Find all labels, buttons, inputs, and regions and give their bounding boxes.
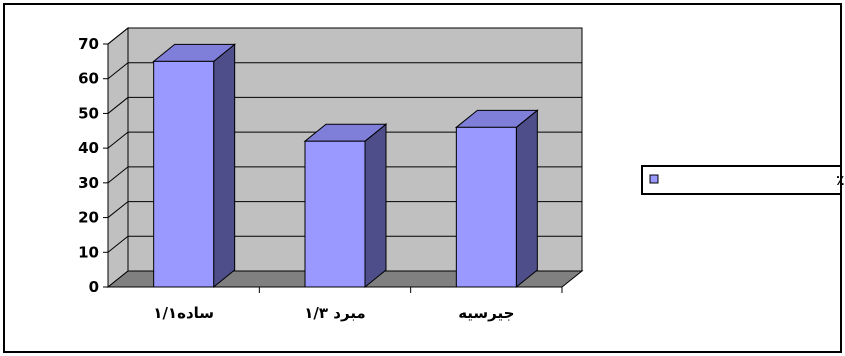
x-tick-label: جيرسيه <box>458 304 514 322</box>
gridline <box>107 27 582 45</box>
y-tick-label: 0 <box>89 278 99 296</box>
legend-label: الوزن (جم)قطن ۱۰۰٪ <box>836 173 845 189</box>
y-tick-label: 20 <box>78 209 99 227</box>
gridline <box>107 131 582 149</box>
gridline <box>107 235 582 253</box>
y-tick-label: 60 <box>78 70 99 88</box>
bar <box>152 43 237 289</box>
bar <box>303 123 388 289</box>
y-tick-label: 30 <box>78 174 99 192</box>
gridline <box>107 166 582 184</box>
gridline <box>107 62 582 80</box>
gridline <box>107 201 582 218</box>
gridline <box>107 96 582 114</box>
bar-side <box>515 109 538 289</box>
x-tick-label: ساده۱/۱ <box>153 304 214 322</box>
y-tick-label: 70 <box>78 35 99 53</box>
side-wall <box>107 26 129 289</box>
bar-front <box>153 60 215 288</box>
legend-box <box>641 165 842 195</box>
legend: الوزن (جم)قطن ۱۰۰٪ <box>641 165 845 195</box>
y-tick-label: 50 <box>78 104 99 122</box>
y-tick-label: 10 <box>78 243 99 261</box>
legend-swatch <box>649 174 659 184</box>
bar <box>454 109 539 289</box>
bar-front <box>455 126 517 288</box>
plot-area: 0 10 20 30 40 50 60 70 ساده۱/۱ مبرد ۱/۳ جيرسيه <box>78 26 584 322</box>
bar-side <box>364 123 387 289</box>
y-tick-label: 40 <box>78 139 99 157</box>
bar-side <box>213 43 236 289</box>
bar-front <box>304 140 366 288</box>
x-tick-label: مبرد ۱/۳ <box>304 304 365 322</box>
